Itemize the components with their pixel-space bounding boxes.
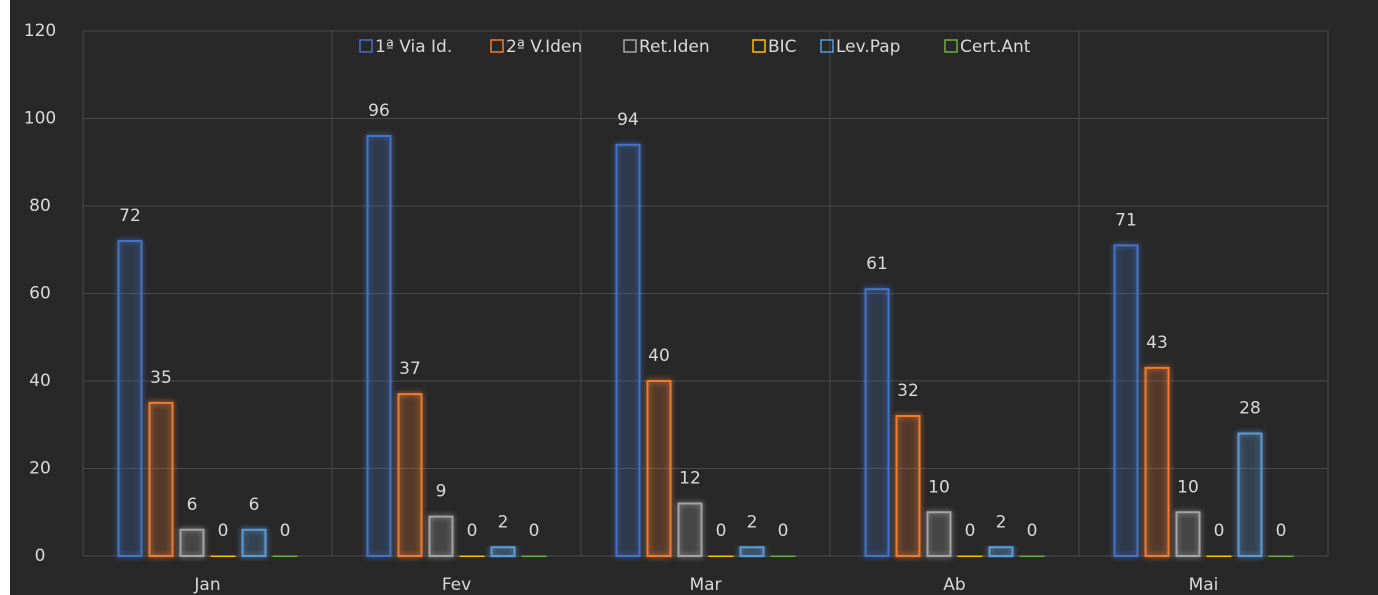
- legend-swatch: [752, 39, 766, 53]
- data-label: 35: [150, 368, 172, 388]
- y-tick-label: 40: [29, 371, 51, 391]
- bar: [148, 401, 174, 557]
- bar: [1237, 432, 1263, 557]
- legend-swatch: [359, 39, 373, 53]
- x-tick-label: Ab: [943, 575, 965, 595]
- legend-label: 1ª Via Id.: [375, 37, 452, 57]
- bar: [1175, 511, 1201, 557]
- bar: [677, 502, 703, 557]
- bar: [272, 555, 298, 558]
- x-tick-label: Fev: [442, 575, 471, 595]
- data-label: 0: [218, 521, 229, 541]
- y-tick-label: 0: [35, 546, 46, 566]
- data-label: 32: [897, 381, 919, 401]
- bar: [1113, 244, 1139, 557]
- y-tick-label: 120: [24, 21, 56, 41]
- data-label: 6: [187, 495, 198, 515]
- bar: [179, 528, 205, 557]
- x-tick-label: Mar: [689, 575, 721, 595]
- bar: [459, 555, 485, 558]
- data-label: 0: [778, 521, 789, 541]
- bar: [1144, 366, 1170, 557]
- bar: [210, 555, 236, 558]
- x-tick-label: Jan: [193, 575, 220, 595]
- bar: [739, 546, 765, 557]
- bar: [117, 240, 143, 557]
- data-label: 40: [648, 346, 670, 366]
- legend-swatch: [490, 39, 504, 53]
- legend-label: Cert.Ant: [960, 37, 1031, 57]
- data-label: 61: [866, 254, 888, 274]
- x-tick-label: Mai: [1189, 575, 1219, 595]
- data-label: 2: [747, 512, 758, 532]
- data-label: 0: [280, 521, 291, 541]
- legend-label: 2ª V.Iden: [506, 37, 582, 57]
- bar: [241, 528, 267, 557]
- bar: [1206, 555, 1232, 558]
- data-label: 12: [679, 469, 701, 489]
- bar: [366, 135, 392, 557]
- data-label: 10: [928, 477, 950, 497]
- data-label: 43: [1146, 333, 1168, 353]
- data-label: 9: [436, 482, 447, 502]
- y-tick-label: 80: [29, 196, 51, 216]
- data-label: 0: [716, 521, 727, 541]
- bar: [988, 546, 1014, 557]
- data-label: 10: [1177, 477, 1199, 497]
- legend-label: BIC: [768, 37, 797, 57]
- data-label: 94: [617, 110, 639, 130]
- data-label: 96: [368, 101, 390, 121]
- bar: [1268, 555, 1294, 558]
- bars: [117, 135, 1294, 558]
- legend-label: Ret.Iden: [639, 37, 710, 57]
- bar: [926, 511, 952, 557]
- bar: [708, 555, 734, 558]
- data-label: 2: [996, 512, 1007, 532]
- bar: [957, 555, 983, 558]
- bar: [490, 546, 516, 557]
- data-label: 28: [1239, 399, 1261, 419]
- legend-swatch: [944, 39, 958, 53]
- data-label: 0: [467, 521, 478, 541]
- legend: 1ª Via Id. 2ª V.Iden Ret.Iden BIC Lev.Pap Cer…: [359, 37, 1031, 57]
- data-label: 0: [1276, 521, 1287, 541]
- y-tick-label: 60: [29, 284, 51, 304]
- data-label: 0: [965, 521, 976, 541]
- data-label: 0: [1027, 521, 1038, 541]
- data-label: 6: [249, 495, 260, 515]
- bar: [397, 393, 423, 557]
- bar: [864, 288, 890, 557]
- legend-swatch: [820, 39, 834, 53]
- bar: [1019, 555, 1045, 558]
- bar: [428, 515, 454, 557]
- bar: [615, 143, 641, 557]
- data-label: 37: [399, 359, 421, 379]
- bar: [770, 555, 796, 558]
- grid: [82, 30, 1329, 557]
- data-label: 72: [119, 206, 141, 226]
- legend-swatch: [623, 39, 637, 53]
- bar: [646, 380, 672, 557]
- y-tick-label: 20: [29, 459, 51, 479]
- data-label: 0: [529, 521, 540, 541]
- data-label: 71: [1115, 210, 1137, 230]
- bar: [895, 415, 921, 557]
- y-tick-label: 100: [24, 109, 56, 129]
- data-label: 0: [1214, 521, 1225, 541]
- data-label: 2: [498, 512, 509, 532]
- legend-label: Lev.Pap: [836, 37, 900, 57]
- bar: [521, 555, 547, 558]
